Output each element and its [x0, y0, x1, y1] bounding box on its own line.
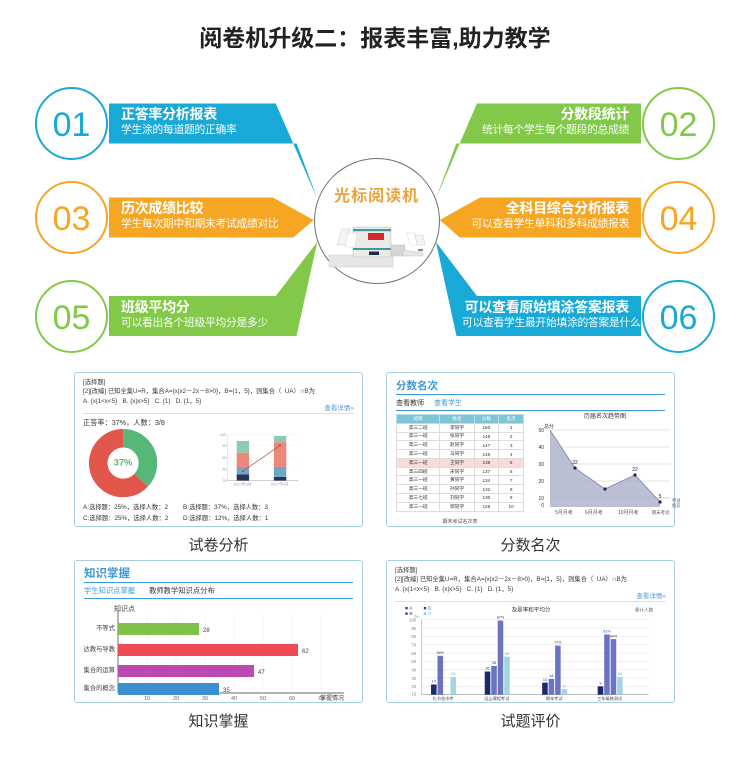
- svg-text:达教与导教: 达教与导教: [84, 644, 116, 653]
- svg-text:58%: 58%: [437, 651, 445, 655]
- svg-text:累计人数: 累计人数: [635, 606, 654, 613]
- svg-text:远山课程考试: 远山课程考试: [484, 695, 509, 701]
- svg-text:22: 22: [632, 467, 638, 473]
- svg-text:60: 60: [289, 696, 295, 702]
- svg-text:■ B: ■ B: [405, 611, 413, 617]
- svg-text:知识点: 知识点: [114, 604, 135, 613]
- svg-text:60: 60: [222, 456, 226, 460]
- svg-text:6: 6: [563, 684, 565, 688]
- svg-text:期末考试: 期末考试: [652, 509, 670, 516]
- svg-text:28: 28: [203, 628, 210, 634]
- svg-text:30: 30: [202, 696, 208, 702]
- svg-text:20: 20: [173, 696, 179, 702]
- svg-text:20: 20: [411, 684, 416, 689]
- svg-text:24: 24: [618, 672, 622, 676]
- svg-text:45: 45: [505, 652, 509, 656]
- svg-text:集合的运算: 集合的运算: [84, 665, 115, 674]
- svg-text:40: 40: [222, 468, 226, 472]
- svg-text:5: 5: [659, 494, 662, 500]
- svg-text:14: 14: [432, 680, 436, 684]
- svg-text:50: 50: [260, 696, 266, 702]
- svg-text:80: 80: [222, 444, 226, 448]
- svg-text:礼节金市考: 礼节金市考: [433, 695, 454, 701]
- svg-text:84%: 84%: [610, 634, 618, 638]
- svg-text:100: 100: [409, 618, 417, 623]
- svg-text:60: 60: [411, 651, 416, 656]
- svg-text:9: 9: [599, 681, 601, 685]
- svg-text:30: 30: [411, 676, 416, 681]
- svg-text:不等式: 不等式: [96, 623, 116, 632]
- svg-text:总分: 总分: [544, 423, 554, 430]
- svg-text:■ C: ■ C: [424, 605, 432, 611]
- svg-text:70: 70: [411, 643, 416, 648]
- svg-text:6月月考: 6月月考: [585, 510, 603, 516]
- svg-text:18: 18: [549, 674, 553, 678]
- svg-text:批次: 批次: [672, 502, 680, 509]
- svg-text:35: 35: [223, 688, 230, 694]
- svg-text:20: 20: [222, 479, 226, 483]
- svg-text:■ A: ■ A: [405, 605, 413, 611]
- svg-text:2017年3月: 2017年3月: [271, 482, 289, 487]
- svg-text:24: 24: [451, 672, 455, 676]
- svg-text:0: 0: [541, 503, 544, 509]
- svg-text:32: 32: [572, 460, 578, 466]
- svg-text:91%: 91%: [603, 630, 611, 634]
- svg-text:35: 35: [485, 667, 489, 671]
- svg-text:72%: 72%: [554, 641, 562, 645]
- svg-text:10月月考: 10月月考: [618, 510, 639, 516]
- svg-text:集合的概念: 集合的概念: [84, 683, 116, 692]
- svg-text:40: 40: [231, 696, 237, 702]
- svg-text:40: 40: [538, 445, 544, 451]
- svg-text:40: 40: [411, 668, 416, 673]
- svg-text:80: 80: [411, 634, 416, 639]
- svg-text:47: 47: [258, 670, 265, 676]
- svg-text:10: 10: [144, 696, 150, 702]
- svg-text:及是率和平均分: 及是率和平均分: [512, 605, 551, 613]
- svg-text:38: 38: [492, 661, 496, 665]
- svg-text:30: 30: [538, 462, 544, 468]
- svg-text:20: 20: [538, 479, 544, 485]
- svg-text:掌握情况: 掌握情况: [320, 694, 344, 702]
- svg-text:10: 10: [411, 692, 416, 697]
- svg-text:50: 50: [411, 659, 416, 664]
- svg-text:37%: 37%: [114, 458, 133, 468]
- svg-text:5月月考: 5月月考: [555, 510, 573, 516]
- svg-text:90: 90: [411, 626, 416, 631]
- svg-text:62: 62: [302, 649, 309, 655]
- svg-text:87%: 87%: [497, 616, 505, 620]
- svg-text:■ D: ■ D: [424, 611, 432, 617]
- svg-text:历届名次趋势图: 历届名次趋势图: [584, 412, 626, 420]
- svg-text:期末考试: 期末考试: [546, 695, 563, 701]
- svg-text:三年级统测试: 三年级统测试: [597, 695, 622, 701]
- svg-text:14: 14: [543, 678, 547, 682]
- svg-text:100: 100: [220, 433, 226, 437]
- svg-text:10: 10: [538, 496, 544, 502]
- svg-text:2017年3月: 2017年3月: [234, 482, 252, 487]
- svg-text:50: 50: [538, 428, 544, 434]
